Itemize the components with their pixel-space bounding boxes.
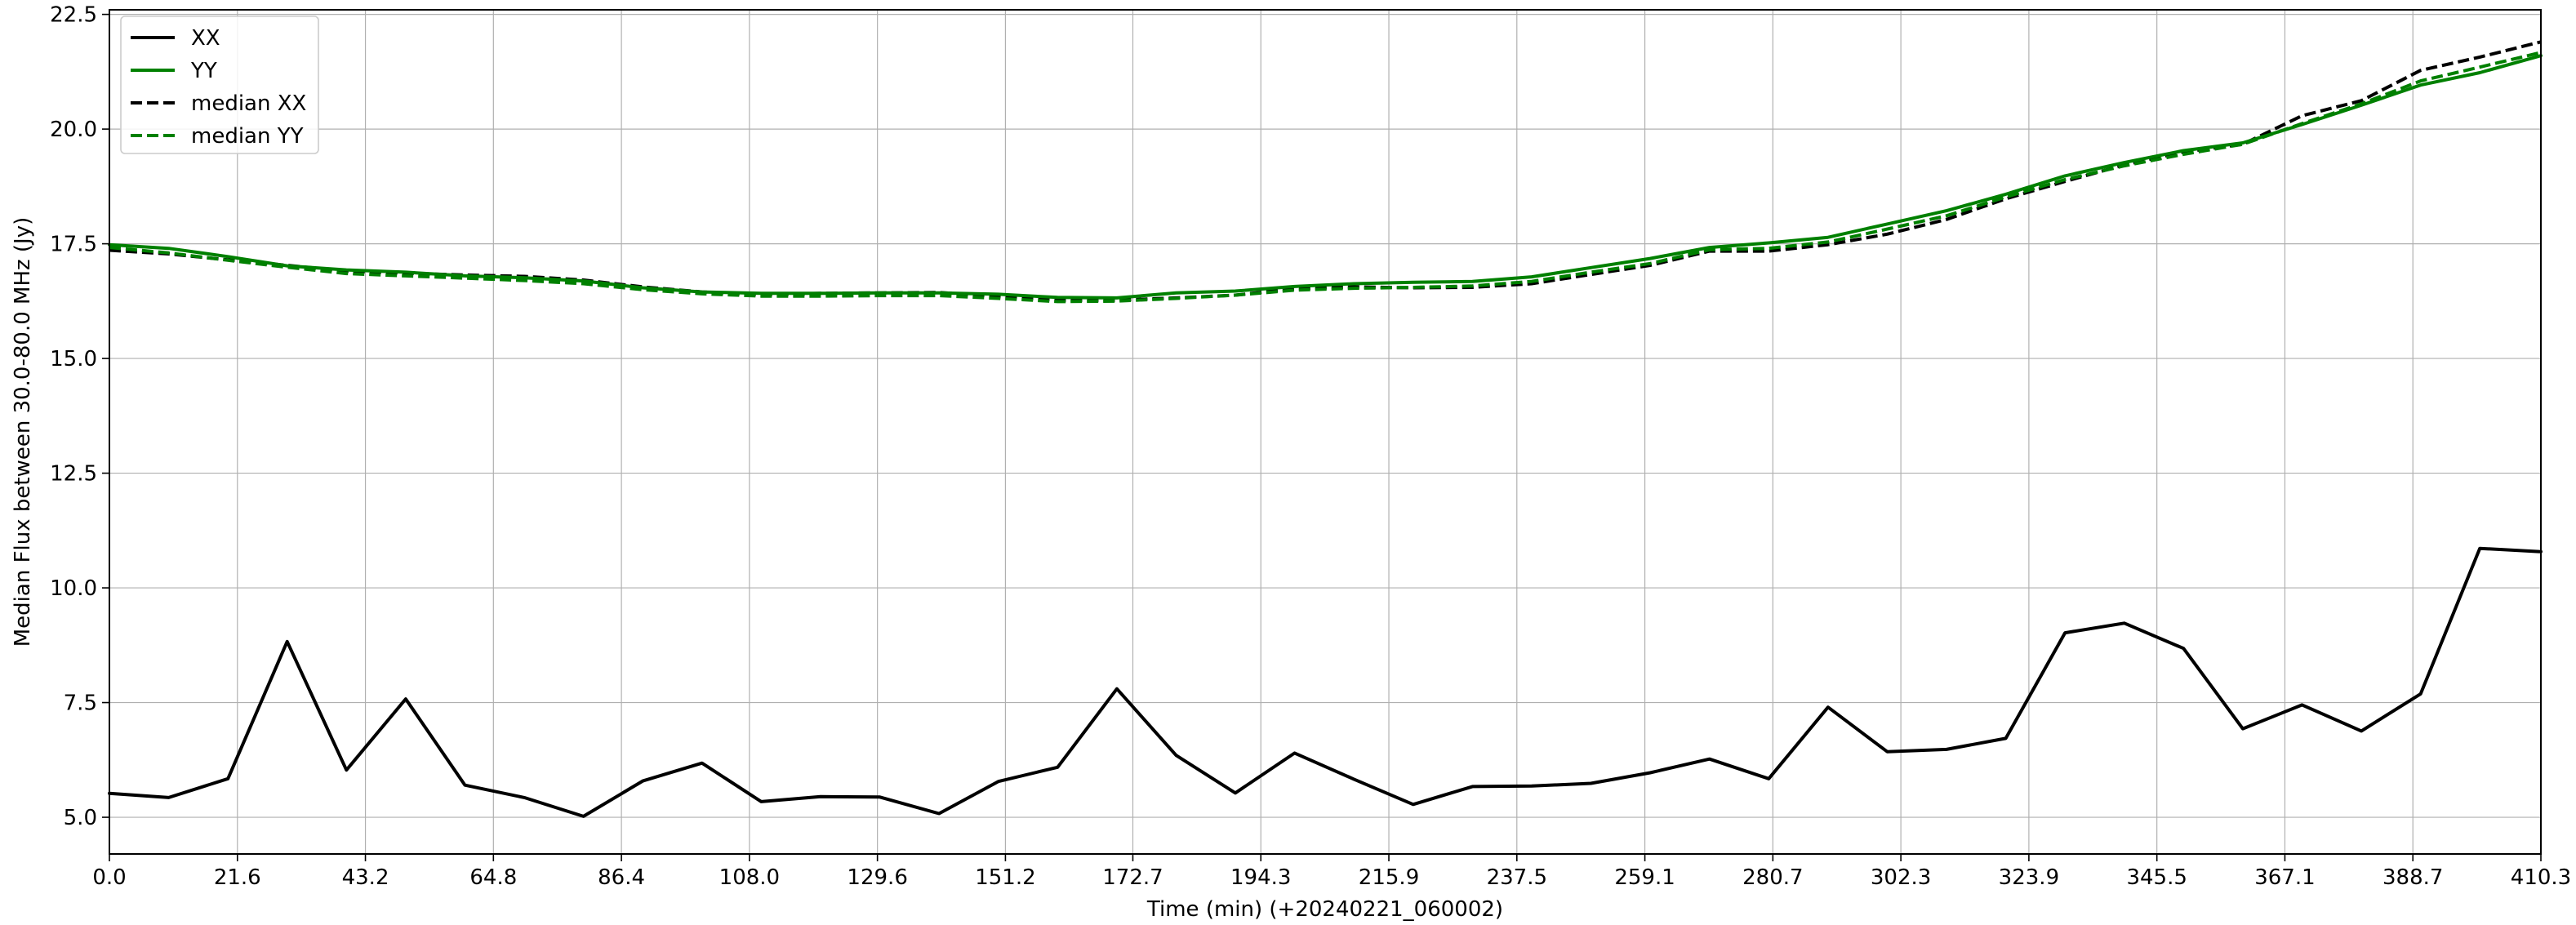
legend-label-yy: YY — [190, 59, 217, 83]
y-axis-label: Median Flux between 30.0-80.0 MHz (Jy) — [11, 217, 35, 647]
x-tick-label-19: 410.3 — [2511, 865, 2571, 890]
legend-label-median-yy: median YY — [191, 124, 304, 149]
y-tick-label-6: 20.0 — [50, 118, 97, 142]
y-tick-label-0: 5.0 — [64, 806, 97, 830]
x-axis-label: Time (min) (+20240221_060002) — [1146, 897, 1503, 922]
x-axis-ticks: 0.0 21.6 43.2 64.8 86.4 108.0 129.6 151.2 172.7 1… — [92, 854, 2571, 890]
y-tick-label-3: 12.5 — [50, 462, 97, 487]
legend-label-xx: XX — [191, 26, 220, 51]
x-tick-label-7: 151.2 — [975, 865, 1035, 890]
y-tick-label-4: 15.0 — [50, 347, 97, 371]
x-tick-label-0: 0.0 — [92, 865, 126, 890]
data-series — [108, 40, 2543, 818]
series-line-median-yy — [109, 51, 2542, 304]
x-tick-label-13: 280.7 — [1742, 865, 1803, 890]
x-tick-label-17: 367.1 — [2254, 865, 2315, 890]
x-tick-label-15: 323.9 — [1999, 865, 2059, 890]
x-tick-label-12: 259.1 — [1614, 865, 1675, 890]
x-tick-label-4: 86.4 — [598, 865, 645, 890]
x-tick-label-10: 215.9 — [1359, 865, 1419, 890]
series-line-xx — [108, 546, 2543, 818]
x-tick-label-11: 237.5 — [1487, 865, 1547, 890]
y-tick-label-5: 17.5 — [50, 233, 97, 257]
x-tick-label-14: 302.3 — [1871, 865, 1931, 890]
y-axis-ticks: 5.0 7.5 10.0 12.5 15.0 17.5 20.0 22.5 — [50, 3, 109, 830]
y-tick-label-2: 10.0 — [50, 576, 97, 601]
y-tick-label-1: 7.5 — [64, 692, 97, 716]
x-tick-label-8: 172.7 — [1102, 865, 1163, 890]
x-tick-label-5: 108.0 — [719, 865, 780, 890]
plot-frame — [109, 9, 2542, 855]
series-line-yy — [108, 54, 2543, 300]
x-tick-label-2: 43.2 — [342, 865, 389, 890]
x-tick-label-9: 194.3 — [1230, 865, 1291, 890]
x-tick-label-18: 388.7 — [2382, 865, 2443, 890]
legend-box — [120, 16, 319, 154]
legend-label-median-xx: median XX — [191, 91, 306, 116]
x-tick-label-3: 64.8 — [469, 865, 517, 890]
legend: XX YY median XX median YY — [120, 16, 319, 154]
gridlines — [109, 10, 2542, 854]
x-tick-label-1: 21.6 — [214, 865, 261, 890]
x-tick-label-6: 129.6 — [847, 865, 907, 890]
x-tick-label-16: 345.5 — [2126, 865, 2187, 890]
y-tick-label-7: 22.5 — [50, 3, 97, 28]
